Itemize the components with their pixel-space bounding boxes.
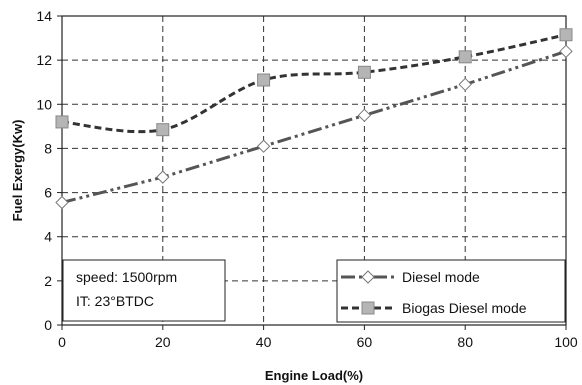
x-tick-label: 80 <box>457 334 473 350</box>
diesel-point <box>357 108 372 123</box>
biogas-diesel-point <box>55 115 69 129</box>
series-line-biogas-diesel <box>61 33 567 134</box>
biogas-diesel-point <box>559 28 573 42</box>
gridlines <box>62 16 566 325</box>
legend: Diesel mode Biogas Diesel mode <box>336 259 566 323</box>
y-tick-label: 2 <box>44 273 52 289</box>
y-tick-label: 14 <box>36 8 52 24</box>
x-tick-label: 40 <box>256 334 272 350</box>
x-tick-label: 0 <box>58 334 66 350</box>
speed-annotation: speed: 1500rpm <box>76 269 177 285</box>
legend-diesel-label: Diesel mode <box>402 269 480 285</box>
series-line-diesel <box>61 49 567 204</box>
biogas-diesel-point <box>156 123 170 137</box>
y-tick-label: 6 <box>44 185 52 201</box>
plot-frame <box>61 15 567 326</box>
diesel-point <box>458 77 472 92</box>
series-layer <box>55 28 573 210</box>
legend-biogas-label: Biogas Diesel mode <box>402 300 527 316</box>
x-tick-label: 60 <box>357 334 373 350</box>
legend-diesel-marker <box>361 270 375 284</box>
y-tick-label: 10 <box>36 96 52 112</box>
biogas-diesel-point <box>257 73 271 87</box>
y-axis-label: Fuel Exergy(Kw) <box>10 120 25 222</box>
diesel-point <box>559 44 573 59</box>
conditions-annotation: speed: 1500rpm IT: 23°BTDC <box>62 259 226 322</box>
biogas-diesel-point <box>458 50 472 64</box>
x-tick-label: 20 <box>155 334 171 350</box>
injection-timing-annotation: IT: 23°BTDC <box>76 293 154 309</box>
biogas-diesel-point <box>357 65 371 79</box>
x-tick-label: 100 <box>554 334 578 350</box>
y-tick-label: 8 <box>44 140 52 156</box>
y-axis-ticks: 0 2 4 6 8 10 12 14 <box>36 8 62 333</box>
x-axis-ticks: 0 20 40 60 80 100 <box>58 325 578 350</box>
diesel-point <box>156 170 170 184</box>
y-tick-label: 4 <box>44 229 52 245</box>
diesel-point <box>256 139 271 153</box>
x-axis-label: Engine Load(%) <box>265 368 363 383</box>
y-tick-label: 12 <box>36 52 52 68</box>
y-tick-label: 0 <box>44 317 52 333</box>
legend-biogas-marker <box>361 301 375 315</box>
diesel-point <box>55 195 69 210</box>
